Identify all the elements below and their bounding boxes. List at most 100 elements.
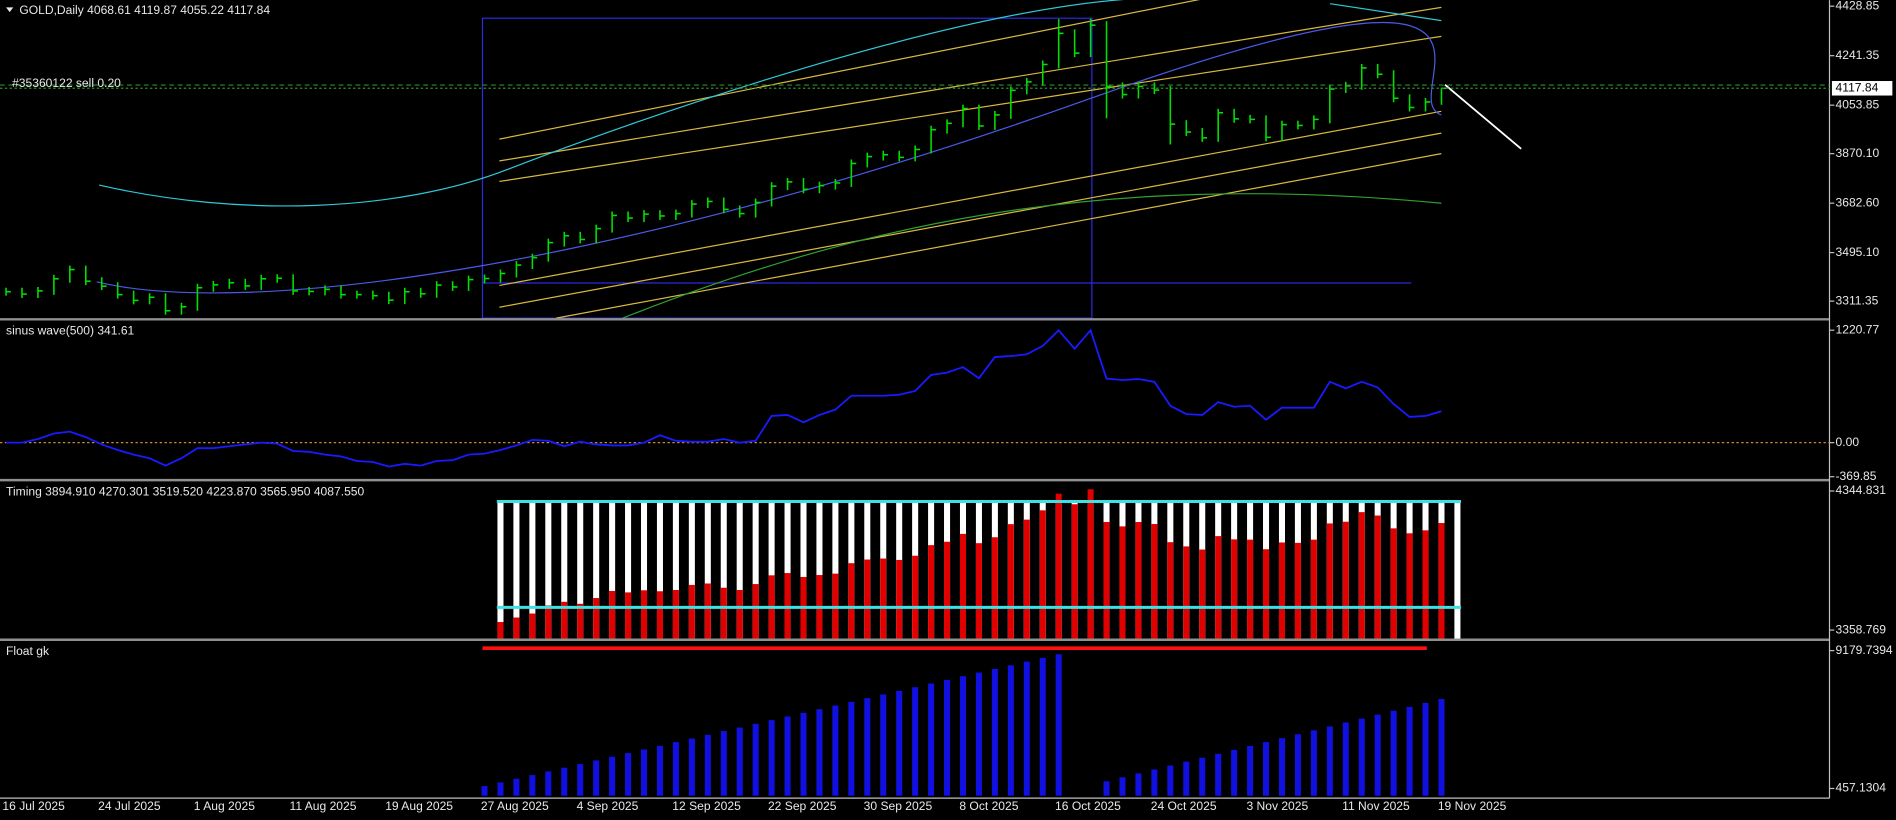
bar <box>720 731 727 796</box>
y-tick-label: 4053.85 <box>1836 97 1880 111</box>
bar <box>784 573 791 639</box>
x-tick-label: 4 Sep 2025 <box>577 799 639 813</box>
bar <box>991 668 998 796</box>
bar <box>832 705 839 796</box>
bar <box>1055 493 1062 639</box>
y-tick-label: 3311.35 <box>1836 293 1879 307</box>
x-tick-label: 3 Nov 2025 <box>1246 799 1308 813</box>
bar <box>497 782 504 796</box>
bar <box>768 720 775 796</box>
bar <box>688 584 695 639</box>
bar <box>1135 522 1142 639</box>
bar <box>752 584 759 639</box>
bar <box>672 589 679 639</box>
indicator-line <box>6 328 1442 468</box>
channel-line <box>499 35 1442 183</box>
x-tick-label: 8 Oct 2025 <box>959 799 1018 813</box>
bar <box>640 590 648 639</box>
analysis-objects <box>96 0 1522 651</box>
bar <box>1055 654 1062 796</box>
channel-line <box>499 6 1442 162</box>
bar <box>1167 765 1174 796</box>
y-tick-label: 9179.7394 <box>1836 643 1893 657</box>
bar <box>1422 530 1429 639</box>
x-tick-label: 24 Jul 2025 <box>98 799 161 813</box>
bar <box>1406 706 1413 796</box>
panel-title: sinus wave(500) 341.61 <box>6 324 135 338</box>
bar <box>625 501 632 639</box>
y-tick-label: 4428.85 <box>1836 0 1880 12</box>
price-box <box>1831 81 1893 96</box>
bar <box>1039 510 1046 639</box>
bar <box>800 501 807 639</box>
bar <box>912 687 919 796</box>
bar <box>513 617 520 639</box>
bar <box>1023 661 1030 796</box>
bar <box>1390 710 1397 796</box>
regression-curve <box>96 21 1442 294</box>
x-tick-label: 19 Nov 2025 <box>1438 799 1507 813</box>
bar <box>1071 504 1078 639</box>
bar <box>736 589 743 639</box>
bar <box>497 622 504 639</box>
y-tick-label: 457.1304 <box>1836 781 1887 795</box>
bar <box>1358 718 1365 796</box>
bar <box>752 501 759 639</box>
bar <box>1358 512 1365 639</box>
bar <box>529 775 536 796</box>
y-tick-label: 3870.10 <box>1836 146 1880 160</box>
bar <box>1183 761 1190 796</box>
bar <box>768 501 775 639</box>
bar <box>1263 549 1270 639</box>
regression-curve <box>99 0 1126 207</box>
bar <box>640 501 648 639</box>
bar <box>848 563 855 639</box>
bar <box>1151 769 1158 796</box>
bar <box>1263 742 1270 796</box>
bar <box>704 734 711 796</box>
bar <box>1278 738 1285 796</box>
x-tick-label: 16 Oct 2025 <box>1055 799 1121 813</box>
bar <box>481 786 488 796</box>
bar <box>656 501 663 639</box>
bar <box>1087 489 1094 639</box>
bar <box>704 583 711 639</box>
panel-title: Float gk <box>6 644 50 658</box>
bar <box>736 727 743 796</box>
bar <box>704 501 711 639</box>
bar <box>975 543 982 639</box>
bar <box>545 771 552 796</box>
bar <box>1231 749 1238 796</box>
bar <box>529 613 536 639</box>
channel-line <box>499 132 1442 308</box>
bar <box>959 676 967 796</box>
y-tick-label: 4344.831 <box>1836 483 1887 497</box>
regression-curve <box>622 193 1442 319</box>
bar <box>816 709 823 796</box>
bar <box>784 501 791 639</box>
bar <box>880 558 887 639</box>
bar <box>672 501 679 639</box>
bar <box>561 767 568 796</box>
bar <box>720 587 727 639</box>
panel-title: GOLD,Daily 4068.61 4119.87 4055.22 4117.… <box>19 3 270 17</box>
bar <box>593 760 600 796</box>
bar <box>1247 539 1254 639</box>
bar <box>1390 528 1397 639</box>
bar <box>688 501 695 639</box>
bar <box>1151 523 1158 639</box>
x-tick-label: 19 Aug 2025 <box>385 799 453 813</box>
bar <box>1342 722 1349 796</box>
bar <box>609 590 616 639</box>
bar <box>944 679 951 796</box>
bar <box>1007 665 1014 796</box>
bar <box>880 694 887 796</box>
bar <box>545 605 552 639</box>
menu-triangle <box>6 7 14 13</box>
bar <box>1103 522 1110 639</box>
bar <box>1183 546 1190 639</box>
bar <box>577 764 584 796</box>
bar <box>864 559 871 639</box>
bar <box>1438 523 1445 639</box>
